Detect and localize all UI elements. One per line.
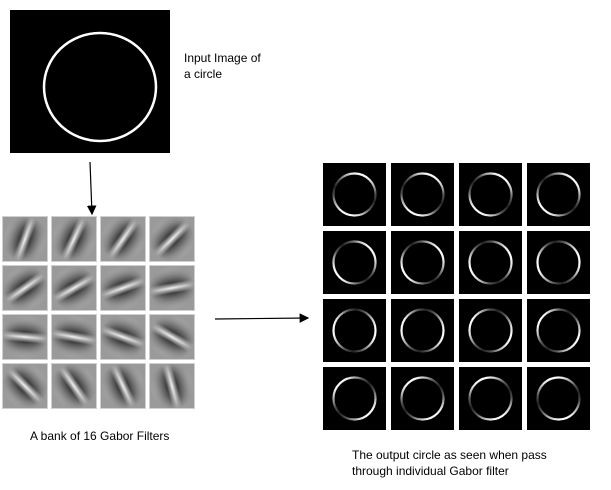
gabor-filter-14 (51, 363, 97, 409)
filter-bank-label: A bank of 16 Gabor Filters (30, 429, 170, 443)
gabor-filter-9 (2, 314, 48, 360)
gabor-filter-16 (149, 363, 195, 409)
input-circle-svg (42, 31, 158, 143)
input-image-label: Input Image of a circle (184, 50, 294, 82)
output-circle-9 (323, 299, 386, 362)
gabor-filter-2 (51, 216, 97, 262)
output-circle-10 (391, 299, 454, 362)
gabor-filter-12 (149, 314, 195, 360)
input-circle-image (10, 10, 170, 153)
output-label-line1: The output circle as seen when pass (352, 448, 547, 462)
arrow-right (214, 313, 310, 323)
output-label-line2: through individual Gabor filter (352, 464, 509, 478)
gabor-filter-5 (2, 265, 48, 311)
output-circle-6 (391, 231, 454, 294)
gabor-filter-15 (100, 363, 146, 409)
gabor-filter-11 (100, 314, 146, 360)
input-circle (42, 31, 158, 143)
gabor-filter-6 (51, 265, 97, 311)
output-circle-grid (323, 163, 593, 433)
gabor-filter-7 (100, 265, 146, 311)
output-circle-3 (459, 163, 522, 226)
output-circle-14 (391, 367, 454, 430)
gabor-filter-bank (2, 216, 198, 412)
input-label-line2: a circle (184, 67, 223, 81)
arrow-down (86, 161, 97, 216)
output-circle-2 (391, 163, 454, 226)
gabor-filter-13 (2, 363, 48, 409)
output-circle-11 (459, 299, 522, 362)
output-circle-7 (459, 231, 522, 294)
output-circle-16 (527, 367, 590, 430)
gabor-filter-3 (100, 216, 146, 262)
output-circle-8 (527, 231, 590, 294)
output-circle-4 (527, 163, 590, 226)
gabor-filter-10 (51, 314, 97, 360)
gabor-filter-8 (149, 265, 195, 311)
output-circle-13 (323, 367, 386, 430)
output-circle-12 (527, 299, 590, 362)
output-circle-15 (459, 367, 522, 430)
gabor-filter-1 (2, 216, 48, 262)
input-label-line1: Input Image of (184, 51, 261, 65)
output-circle-5 (323, 231, 386, 294)
output-circle-1 (323, 163, 386, 226)
output-label: The output circle as seen when pass thro… (352, 447, 611, 479)
gabor-filter-4 (149, 216, 195, 262)
